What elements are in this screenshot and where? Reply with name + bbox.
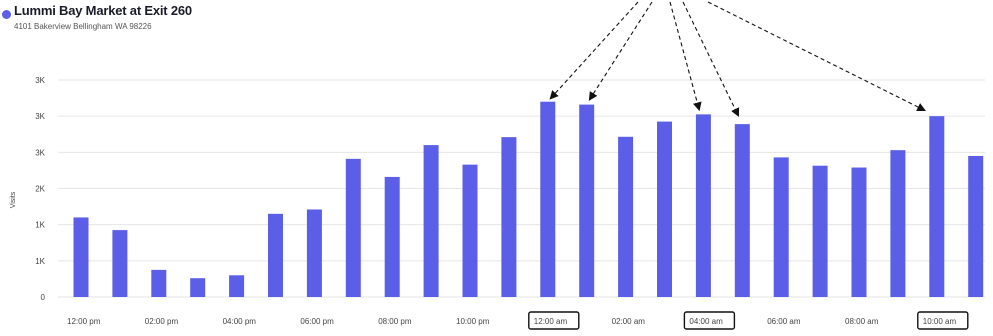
annotation-arrows xyxy=(549,1,926,117)
y-tick-label: 3K xyxy=(35,76,45,85)
x-tick-label: 06:00 am xyxy=(767,317,801,326)
bar xyxy=(306,209,322,297)
x-tick-label: 12:00 pm xyxy=(67,317,101,326)
bar xyxy=(851,167,867,297)
bar xyxy=(773,157,789,297)
bar xyxy=(501,137,517,297)
bar xyxy=(229,275,245,297)
bar xyxy=(579,104,595,298)
annotation-arrow xyxy=(707,1,926,111)
annotation-arrow xyxy=(588,1,653,101)
x-tick-highlight-box xyxy=(917,311,969,330)
bar xyxy=(190,278,206,297)
x-tick: 04:00 am xyxy=(683,311,736,330)
x-tick-label: 04:00 am xyxy=(689,317,723,326)
x-tick-label: 10:00 am xyxy=(923,317,957,326)
bar xyxy=(423,145,439,297)
x-tick: 10:00 pm xyxy=(456,317,490,326)
bars xyxy=(73,101,984,298)
annotation-arrow xyxy=(669,1,702,112)
x-tick: 02:00 am xyxy=(612,317,646,326)
x-tick: 12:00 am xyxy=(528,311,580,330)
x-tick: 12:00 pm xyxy=(67,317,101,326)
bar xyxy=(929,116,945,298)
x-axis: 12:00 pm 02:00 pm 04:00 pm 06:00 pm 08:00 pm… xyxy=(67,311,969,330)
annotation-arrow xyxy=(682,1,740,117)
bar xyxy=(618,136,634,297)
bar xyxy=(462,164,478,297)
x-tick-label: 02:00 pm xyxy=(145,317,179,326)
x-tick-label: 06:00 pm xyxy=(300,317,334,326)
x-tick: 04:00 pm xyxy=(223,317,257,326)
bar xyxy=(384,176,400,297)
y-axis: 0 1K 1K 2K 3K 3K 3K xyxy=(35,76,45,302)
x-tick: 08:00 am xyxy=(845,317,879,326)
x-tick-label: 04:00 pm xyxy=(223,317,257,326)
x-tick-highlight-box xyxy=(528,311,580,330)
x-tick: 10:00 am xyxy=(917,311,969,330)
y-tick-label: 3K xyxy=(35,112,45,121)
bar xyxy=(268,213,283,297)
x-tick-label: 02:00 am xyxy=(612,317,646,326)
x-tick: 06:00 pm xyxy=(300,317,334,326)
gridlines xyxy=(58,79,985,298)
bar xyxy=(73,217,89,297)
y-tick-label: 2K xyxy=(35,185,45,194)
y-tick-label: 3K xyxy=(35,148,45,157)
annotation-arrow xyxy=(549,1,639,100)
x-tick-label: 08:00 pm xyxy=(378,317,412,326)
bar xyxy=(968,155,984,297)
x-tick-highlight-box xyxy=(683,311,736,330)
bar xyxy=(151,269,167,297)
legend-dot-icon xyxy=(2,10,11,19)
chart-header: Lummi Bay Market at Exit 260 4101 Bakerv… xyxy=(0,0,600,44)
y-tick-label: 1K xyxy=(35,221,45,230)
x-tick: 02:00 pm xyxy=(145,317,179,326)
x-tick-label: 08:00 am xyxy=(845,317,879,326)
y-axis-title: Visits xyxy=(10,191,17,208)
chart-subtitle: 4101 Bakerview Bellingham WA 98226 xyxy=(14,22,152,31)
x-tick-label: 12:00 am xyxy=(534,317,568,326)
y-tick-label: 1K xyxy=(35,257,45,266)
bar xyxy=(695,114,711,297)
bar xyxy=(890,150,906,297)
bar xyxy=(812,165,828,297)
bar xyxy=(345,158,361,297)
bar xyxy=(540,101,556,297)
chart-title: Lummi Bay Market at Exit 260 xyxy=(14,3,192,18)
bar xyxy=(734,124,750,297)
x-tick-label: 10:00 pm xyxy=(456,317,490,326)
y-tick-label: 0 xyxy=(41,293,46,302)
bar xyxy=(657,121,672,297)
x-tick: 06:00 am xyxy=(767,317,801,326)
bar xyxy=(112,230,128,297)
x-tick: 08:00 pm xyxy=(378,317,412,326)
